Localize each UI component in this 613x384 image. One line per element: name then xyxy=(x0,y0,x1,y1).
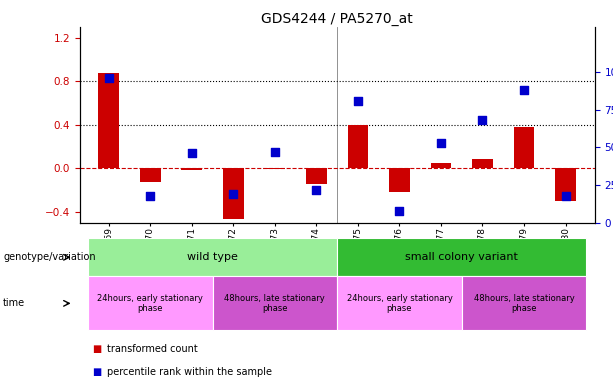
Bar xyxy=(223,168,244,220)
Bar xyxy=(264,168,285,169)
Text: transformed count: transformed count xyxy=(107,344,198,354)
Text: 48hours, late stationary
phase: 48hours, late stationary phase xyxy=(224,294,326,313)
Bar xyxy=(430,163,451,168)
Point xyxy=(478,117,487,123)
Point xyxy=(436,140,446,146)
Bar xyxy=(472,159,493,168)
Bar xyxy=(306,168,327,184)
Bar xyxy=(389,168,410,192)
Point xyxy=(311,187,321,193)
Bar xyxy=(181,168,202,170)
Point xyxy=(270,149,280,155)
Text: small colony variant: small colony variant xyxy=(405,252,518,262)
Text: 24hours, early stationary
phase: 24hours, early stationary phase xyxy=(97,294,204,313)
Bar xyxy=(514,127,535,168)
Text: wild type: wild type xyxy=(187,252,238,262)
Point xyxy=(519,87,529,93)
Point xyxy=(145,192,155,199)
Title: GDS4244 / PA5270_at: GDS4244 / PA5270_at xyxy=(261,12,413,26)
Text: ■: ■ xyxy=(92,367,101,377)
Point xyxy=(187,151,197,157)
Point xyxy=(395,208,405,214)
Text: 24hours, early stationary
phase: 24hours, early stationary phase xyxy=(346,294,452,313)
Point xyxy=(104,75,113,81)
Bar xyxy=(98,73,119,168)
Text: ■: ■ xyxy=(92,344,101,354)
Point xyxy=(353,98,363,104)
Text: time: time xyxy=(3,298,25,308)
Bar xyxy=(140,168,161,182)
Text: percentile rank within the sample: percentile rank within the sample xyxy=(107,367,272,377)
Bar xyxy=(348,125,368,168)
Bar xyxy=(555,168,576,201)
Point xyxy=(561,192,571,199)
Text: 48hours, late stationary
phase: 48hours, late stationary phase xyxy=(474,294,574,313)
Text: genotype/variation: genotype/variation xyxy=(3,252,96,262)
Point xyxy=(229,191,238,197)
